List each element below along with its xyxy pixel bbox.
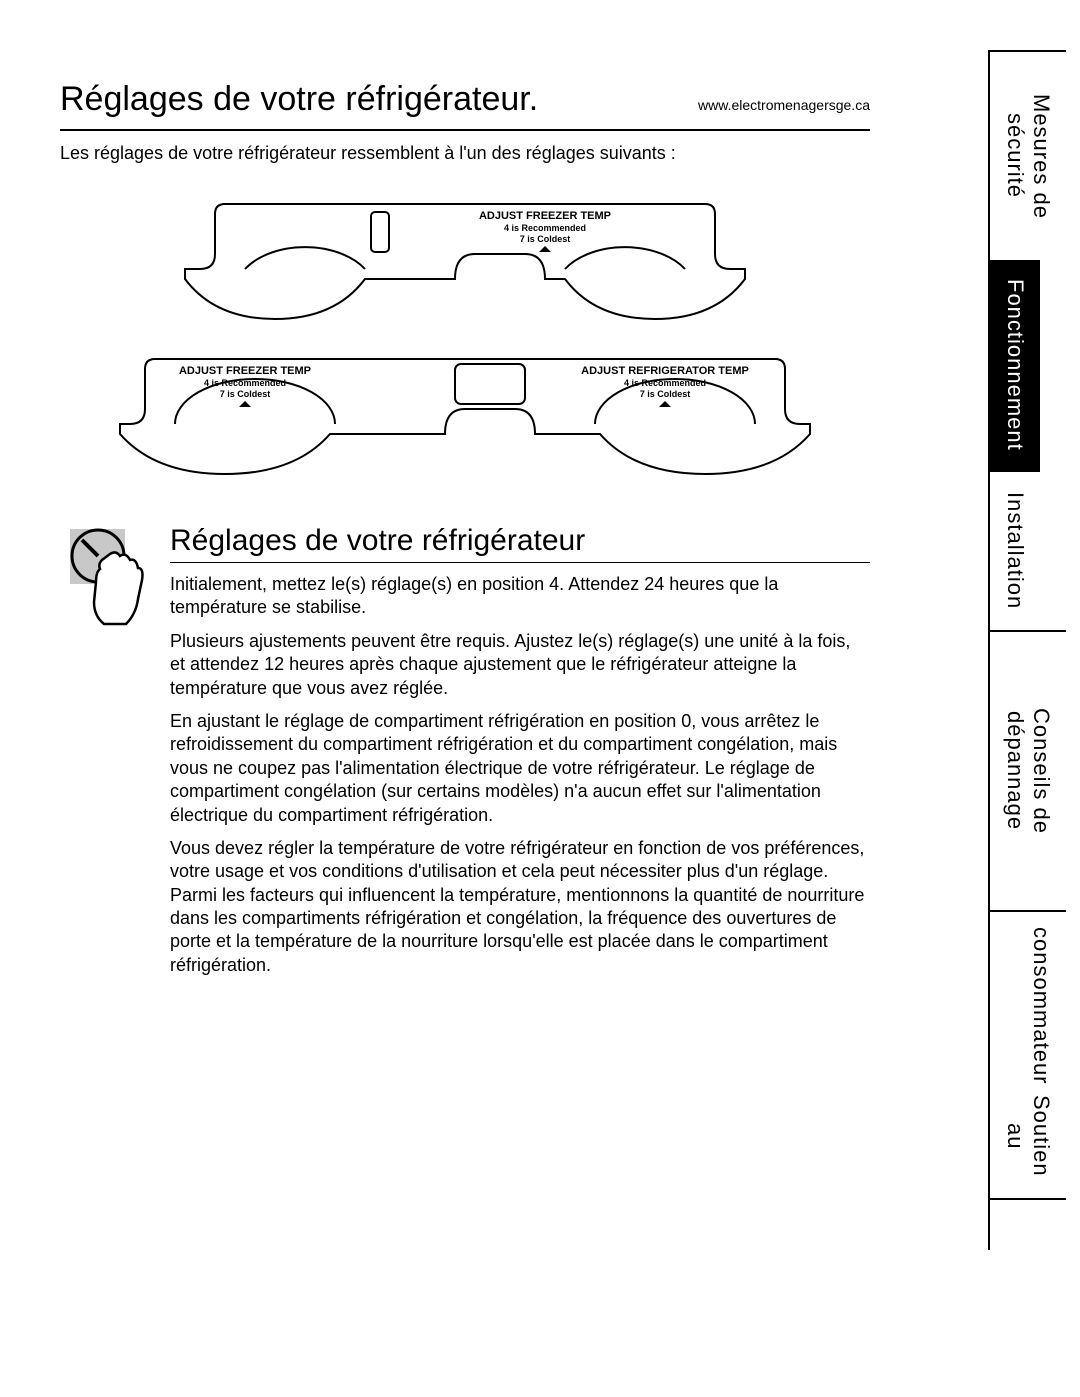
- svg-text:4 is Recommended: 4 is Recommended: [204, 378, 286, 388]
- tab-fonctionnement[interactable]: Fonctionnement: [990, 260, 1040, 470]
- control-diagram-1: ADJUST FREEZER TEMP 4 is Recommended 7 i…: [60, 194, 870, 329]
- tab-securite[interactable]: Mesures de sécurité: [990, 50, 1066, 260]
- paragraph-4: Vous devez régler la température de votr…: [170, 837, 870, 977]
- section-heading: Réglages de votre réfrigérateur: [170, 524, 870, 563]
- svg-text:ADJUST REFRIGERATOR TEMP: ADJUST REFRIGERATOR TEMP: [581, 365, 749, 377]
- paragraph-3: En ajustant le réglage de compartiment r…: [170, 710, 870, 827]
- paragraph-2: Plusieurs ajustements peuvent être requi…: [170, 630, 870, 700]
- svg-text:4 is Recommended: 4 is Recommended: [624, 378, 706, 388]
- control-diagram-2: ADJUST FREEZER TEMP 4 is Recommended 7 i…: [60, 349, 870, 484]
- tab-installation[interactable]: Installation: [990, 470, 1040, 630]
- hand-dial-icon: [60, 524, 150, 634]
- tab-soutien[interactable]: consommateur Soutien au: [990, 910, 1066, 1200]
- svg-text:4 is Recommended: 4 is Recommended: [504, 223, 586, 233]
- side-tabs: Mesures de sécurité Fonctionnement Insta…: [988, 50, 1040, 1250]
- intro-text: Les réglages de votre réfrigérateur ress…: [60, 143, 870, 164]
- svg-text:7 is Coldest: 7 is Coldest: [220, 389, 271, 399]
- svg-text:ADJUST FREEZER TEMP: ADJUST FREEZER TEMP: [179, 365, 311, 377]
- header-url: www.electromenagersge.ca: [698, 97, 870, 113]
- svg-text:7 is Coldest: 7 is Coldest: [520, 234, 571, 244]
- svg-text:ADJUST FREEZER TEMP: ADJUST FREEZER TEMP: [479, 210, 611, 222]
- tab-depannage[interactable]: Conseils de dépannage: [990, 630, 1066, 910]
- svg-text:7 is Coldest: 7 is Coldest: [640, 389, 691, 399]
- paragraph-1: Initialement, mettez le(s) réglage(s) en…: [170, 573, 870, 620]
- page-title: Réglages de votre réfrigérateur.: [60, 80, 538, 119]
